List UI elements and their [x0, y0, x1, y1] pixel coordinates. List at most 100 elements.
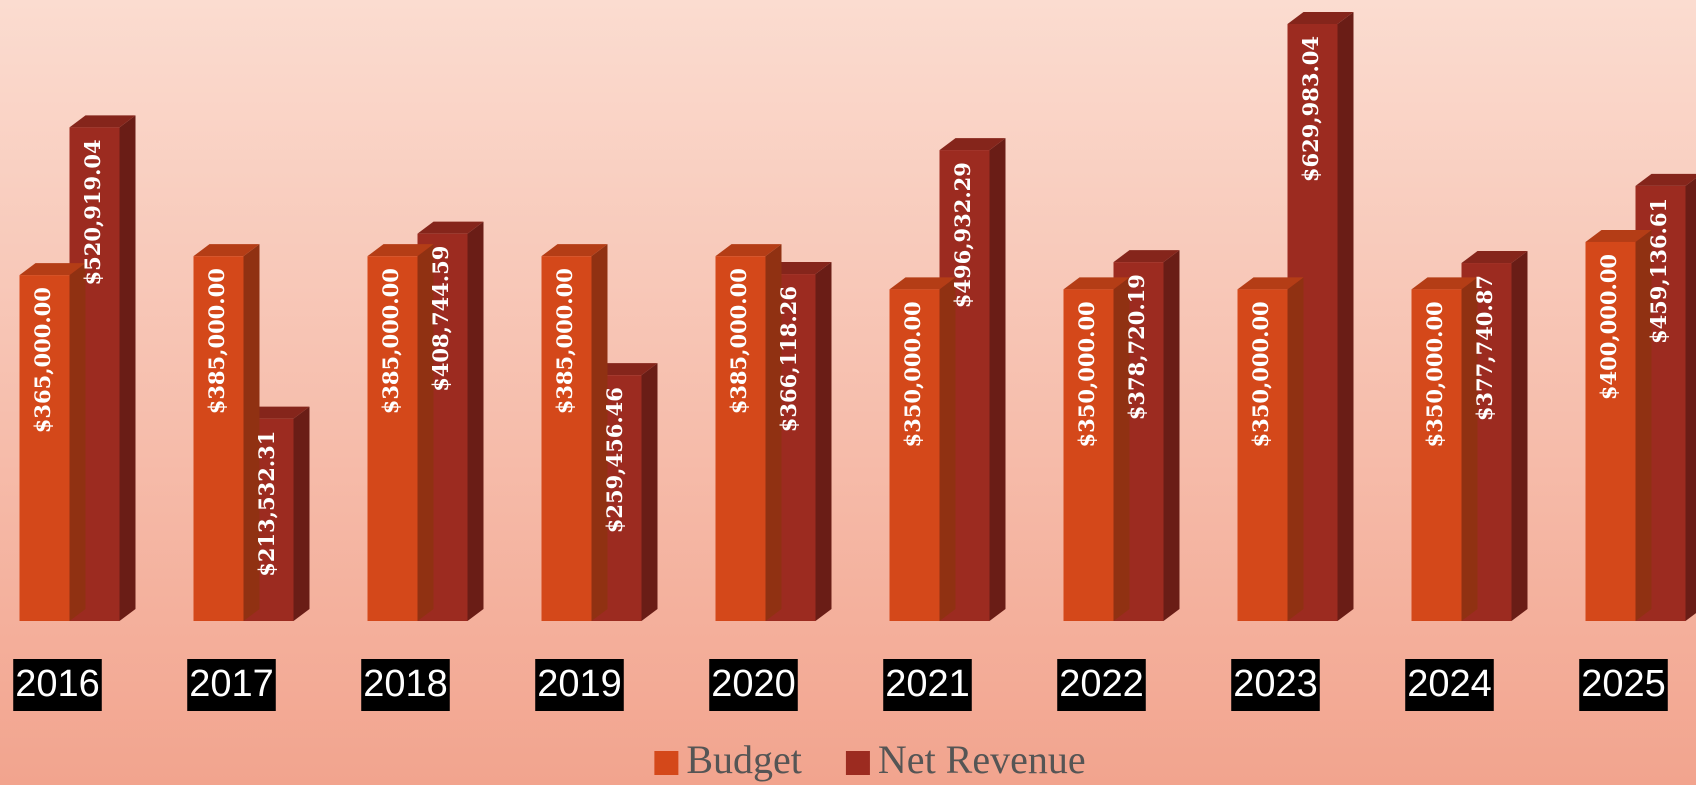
bar-side	[1685, 178, 1696, 621]
bar-side	[417, 244, 434, 621]
x-tick-label: 2022	[1059, 663, 1144, 705]
data-label: $629,983.04	[1298, 36, 1323, 182]
data-label: $459,136.61	[1646, 198, 1671, 344]
bar-top	[939, 138, 1006, 151]
bar-front	[19, 275, 70, 621]
bar-top	[19, 263, 86, 276]
x-tick-label-box	[13, 659, 102, 711]
bar-front	[541, 256, 592, 621]
bar-front	[715, 256, 766, 621]
bar-top	[417, 221, 484, 234]
data-label: $377,740.87	[1472, 275, 1497, 421]
bar-top	[1063, 277, 1130, 290]
bar-side	[1113, 277, 1130, 621]
bar-side	[1511, 251, 1528, 621]
bar-side	[815, 262, 832, 621]
x-tick-label-box	[535, 659, 624, 711]
bar-top	[1461, 251, 1528, 264]
bar-top	[889, 277, 956, 290]
bar	[193, 244, 260, 621]
bar	[889, 277, 956, 621]
x-tick-label: 2024	[1407, 663, 1492, 705]
data-label: $350,000.00	[1074, 301, 1099, 447]
bar-side	[1635, 229, 1652, 621]
legend-label: Net Revenue	[878, 737, 1086, 782]
x-tick-label-box	[1057, 659, 1146, 711]
bar	[1063, 277, 1130, 621]
bar	[715, 244, 782, 621]
x-tick-label-box	[1579, 659, 1668, 711]
data-label: $378,720.19	[1124, 274, 1149, 420]
bar-top	[591, 363, 658, 376]
bar-top	[1411, 277, 1478, 290]
bar	[1237, 277, 1304, 621]
x-tick-label: 2016	[15, 663, 100, 705]
data-label: $385,000.00	[552, 268, 577, 414]
data-label: $259,456.46	[602, 387, 627, 533]
bar-side	[765, 244, 782, 621]
data-label: $213,532.31	[254, 431, 279, 577]
bar-front	[1585, 241, 1636, 621]
bar	[367, 244, 434, 621]
x-tick-label: 2018	[363, 663, 448, 705]
x-tick-label: 2019	[537, 663, 622, 705]
bar-top	[1113, 250, 1180, 263]
bar-top	[367, 244, 434, 257]
bar-side	[1287, 277, 1304, 621]
data-label: $385,000.00	[726, 268, 751, 414]
bar-front	[193, 256, 244, 621]
bar-side	[989, 138, 1006, 621]
bar	[19, 263, 86, 621]
x-tick-label-box	[361, 659, 450, 711]
legend-label: Budget	[686, 737, 802, 782]
bar-side	[69, 263, 86, 621]
x-tick-label-box	[883, 659, 972, 711]
data-label: $350,000.00	[1248, 301, 1273, 447]
bar	[1411, 277, 1478, 621]
data-label: $496,932.29	[950, 162, 975, 308]
data-label: $385,000.00	[204, 268, 229, 414]
x-tick-label: 2021	[885, 663, 970, 705]
legend-swatch	[654, 751, 679, 775]
x-tick-label: 2023	[1233, 663, 1318, 705]
x-tick-label-box	[709, 659, 798, 711]
x-tick-label-box	[187, 659, 276, 711]
bar-front	[1237, 289, 1288, 621]
data-label: $366,118.26	[776, 286, 801, 432]
x-tick-label-box	[1405, 659, 1494, 711]
data-label: $408,744.59	[428, 246, 453, 392]
bar-side	[243, 244, 260, 621]
bar-side	[293, 406, 310, 621]
bar-front	[889, 289, 940, 621]
data-label: $400,000.00	[1596, 254, 1621, 400]
data-label: $350,000.00	[900, 301, 925, 447]
legend-swatch	[845, 751, 870, 775]
bar-top	[1585, 229, 1652, 242]
data-label: $350,000.00	[1422, 301, 1447, 447]
bar-top	[1287, 12, 1354, 24]
bar-front	[1063, 289, 1114, 621]
bar-side	[1461, 277, 1478, 621]
bar	[541, 244, 608, 621]
data-label: $385,000.00	[378, 268, 403, 414]
bar-side	[467, 221, 484, 622]
bar	[1585, 229, 1652, 621]
bar-top	[193, 244, 260, 257]
bar-front	[367, 256, 418, 621]
x-tick-label: 2020	[711, 663, 796, 705]
x-tick-label: 2025	[1581, 663, 1666, 705]
bar-side	[641, 363, 658, 621]
bar-side	[939, 277, 956, 621]
bar-front	[1411, 289, 1462, 621]
bar-side	[591, 244, 608, 621]
bar-top	[765, 262, 832, 275]
data-label: $365,000.00	[30, 287, 55, 433]
bar-side	[119, 115, 136, 621]
bar	[69, 115, 136, 621]
bar-top	[69, 115, 136, 128]
bar-top	[715, 244, 782, 257]
bar	[939, 138, 1006, 621]
bar-side	[1163, 250, 1180, 621]
